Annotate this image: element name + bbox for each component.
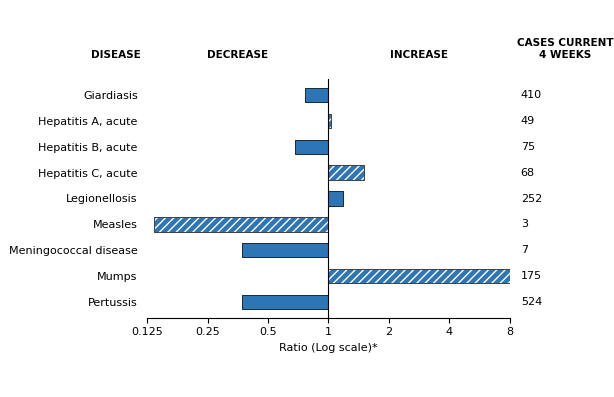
Text: DISEASE: DISEASE [91,50,141,60]
Bar [328,191,343,206]
Text: 68: 68 [521,168,535,177]
Bar [305,88,328,102]
Text: DECREASE: DECREASE [208,50,268,60]
Bar [328,191,343,206]
Bar [328,269,510,283]
Bar [328,166,364,180]
Text: 524: 524 [521,297,542,307]
Text: INCREASE: INCREASE [390,50,448,60]
Text: 252: 252 [521,193,542,204]
Bar [305,88,328,102]
Text: 3: 3 [521,220,527,229]
Bar [242,243,328,257]
Bar [154,217,328,231]
Bar [328,114,331,128]
Bar [328,166,364,180]
Bar [242,295,328,309]
Bar [328,269,510,283]
Bar [295,140,328,154]
Bar [242,243,328,257]
Text: 49: 49 [521,116,535,126]
Text: 410: 410 [521,90,542,100]
Text: CASES CURRENT
4 WEEKS: CASES CURRENT 4 WEEKS [516,38,613,60]
Bar [295,140,328,154]
Bar [154,217,328,231]
Text: 7: 7 [521,245,528,255]
Text: 175: 175 [521,271,542,281]
Bar [242,295,328,309]
Text: 75: 75 [521,142,535,152]
Bar [328,114,331,128]
X-axis label: Ratio (Log scale)*: Ratio (Log scale)* [279,343,378,353]
